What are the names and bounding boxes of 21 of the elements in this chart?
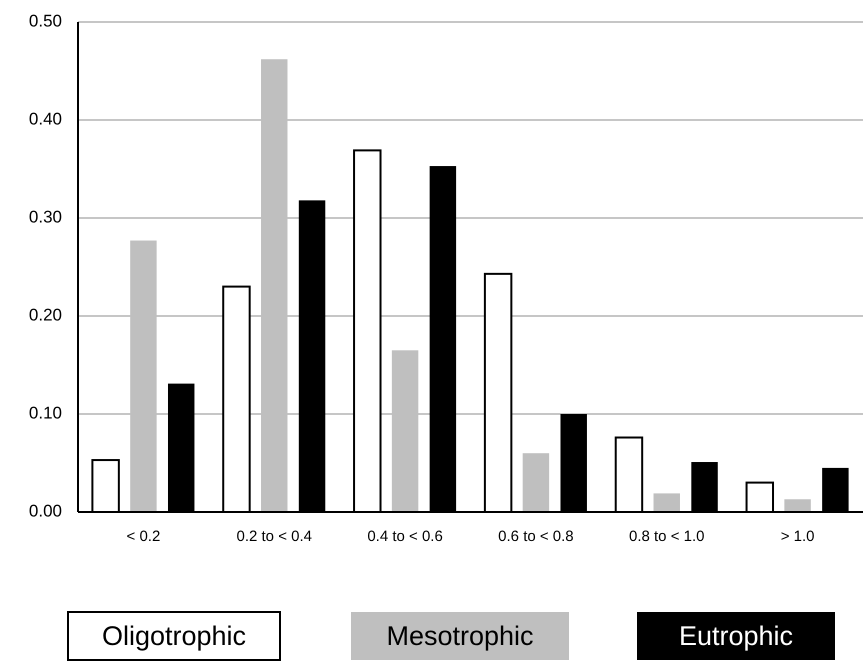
x-tick-label: 0.4 to < 0.6 (367, 528, 443, 545)
y-tick-label: 0.30 (28, 207, 62, 226)
y-tick-label: 0.10 (28, 403, 62, 422)
text: Oligotrophic (102, 621, 246, 652)
bar (130, 240, 157, 512)
y-tick-label: 0.00 (28, 501, 62, 520)
bar (522, 453, 550, 512)
x-tick-label: 0.2 to < 0.4 (236, 528, 312, 545)
bar (392, 350, 418, 512)
x-tick-label: < 0.2 (126, 528, 160, 545)
y-tick-label: 0.40 (28, 109, 62, 128)
bar (261, 59, 288, 512)
text: Mesotrophic (386, 621, 534, 652)
bar (784, 499, 811, 512)
x-tick-label: > 1.0 (780, 528, 814, 545)
y-tick-label: 0.50 (28, 11, 62, 30)
text: Eutrophic (678, 621, 794, 652)
x-tick-label: 0.8 to < 1.0 (629, 528, 704, 545)
x-tick-label: 0.6 to < 0.8 (498, 528, 574, 545)
bar (654, 493, 680, 512)
y-tick-label: 0.20 (28, 305, 62, 324)
